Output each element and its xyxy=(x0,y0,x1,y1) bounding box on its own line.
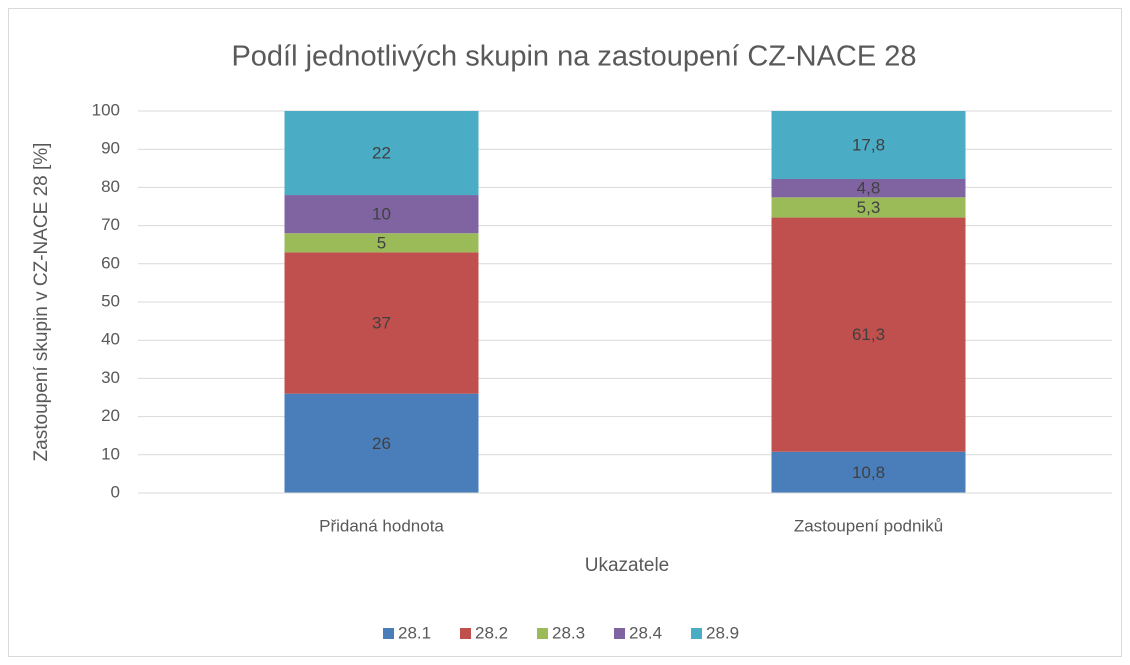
y-tick-label: 0 xyxy=(111,482,120,501)
bar-segment xyxy=(284,393,479,493)
y-axis-label: Zastoupení skupin v CZ-NACE 28 [%] xyxy=(31,143,52,462)
y-tick-label: 40 xyxy=(101,330,120,349)
x-tick-label: Zastoupení podniků xyxy=(794,516,943,535)
legend-label: 28.4 xyxy=(629,623,662,642)
x-tick-label: Přidaná hodnota xyxy=(319,516,444,535)
data-label: 17,8 xyxy=(852,135,885,154)
y-tick-label: 30 xyxy=(101,368,120,387)
data-label: 4,8 xyxy=(857,179,881,198)
data-label: 10 xyxy=(372,205,391,224)
bar-segment xyxy=(284,195,479,234)
legend-swatch xyxy=(383,628,394,639)
data-label: 26 xyxy=(372,434,391,453)
y-tick-label: 20 xyxy=(101,406,120,425)
data-label: 37 xyxy=(372,313,391,332)
x-axis-label: Ukazatele xyxy=(585,555,670,576)
y-tick-label: 60 xyxy=(101,253,120,272)
legend-label: 28.9 xyxy=(706,623,739,642)
chart-title: Podíl jednotlivých skupin na zastoupení … xyxy=(231,41,916,73)
bar-segment xyxy=(284,111,479,196)
y-tick-label: 80 xyxy=(101,177,120,196)
legend-swatch xyxy=(614,628,625,639)
bar-segment xyxy=(771,178,966,198)
y-tick-label: 90 xyxy=(101,139,120,158)
data-label: 10,8 xyxy=(852,463,885,482)
legend-label: 28.1 xyxy=(398,623,431,642)
bar-segment xyxy=(284,252,479,394)
bar-segment xyxy=(771,217,966,452)
bar-segment xyxy=(771,197,966,218)
data-label: 61,3 xyxy=(852,325,885,344)
y-tick-label: 50 xyxy=(101,291,120,310)
legend-swatch xyxy=(691,628,702,639)
legend-label: 28.2 xyxy=(475,623,508,642)
data-label: 5,3 xyxy=(857,198,881,217)
data-label: 5 xyxy=(377,233,386,252)
legend-swatch xyxy=(537,628,548,639)
bar-segment xyxy=(771,111,966,179)
y-tick-label: 10 xyxy=(101,444,120,463)
bar-segment xyxy=(771,451,966,493)
bar-segment xyxy=(284,233,479,253)
y-tick-label: 100 xyxy=(92,100,120,119)
legend-label: 28.3 xyxy=(552,623,585,642)
data-label: 22 xyxy=(372,144,391,163)
legend-swatch xyxy=(460,628,471,639)
y-tick-label: 70 xyxy=(101,215,120,234)
